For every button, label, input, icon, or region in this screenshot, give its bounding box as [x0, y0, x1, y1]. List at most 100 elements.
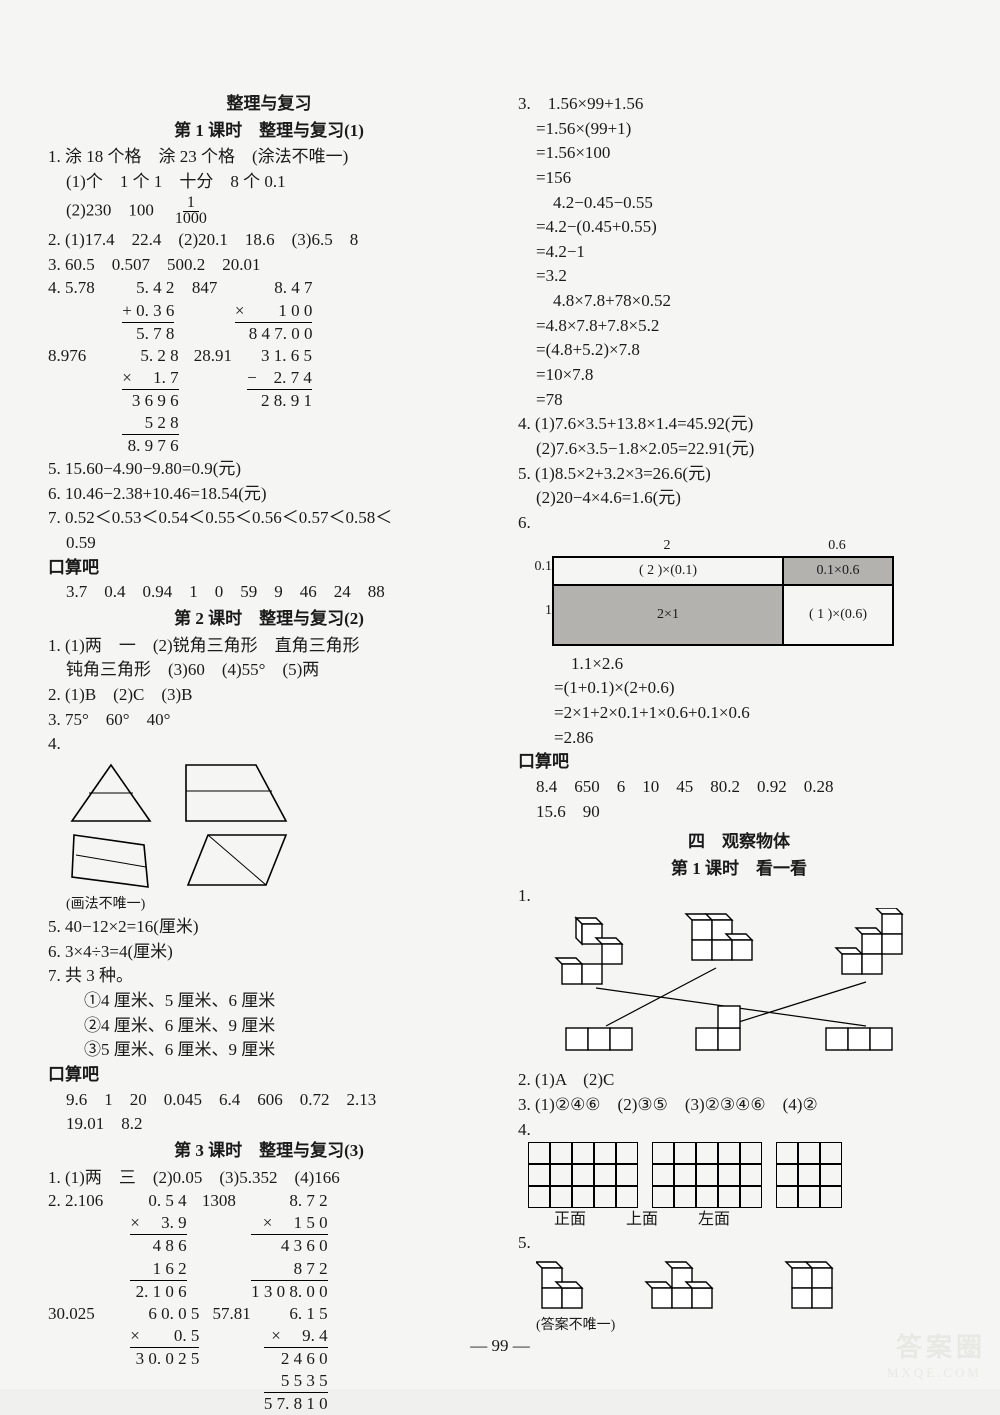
- l1-q2: 2. (1)17.4 22.4 (2)20.1 18.6 (3)6.5 8: [48, 228, 490, 253]
- grid-tl: ( 2 )×(0.1): [553, 557, 783, 585]
- grid-tr: 0.1×0.6: [783, 557, 893, 585]
- lesson1-title: 第 1 课时 整理与复习(1): [48, 119, 490, 144]
- r3-j: =(4.8+5.2)×7.8: [518, 338, 960, 363]
- calc6-b: × 1 5 0: [251, 1212, 328, 1234]
- r4-b: (2)7.6×3.5−1.8×2.05=22.91(元): [518, 437, 960, 462]
- l1-q5: 5. 15.60−4.90−9.80=0.9(元): [48, 457, 490, 482]
- r3-a: =1.56×(99+1): [518, 117, 960, 142]
- l1-q1b-pre: (2)230 100: [66, 200, 171, 219]
- l2-q7a: ①4 厘米、5 厘米、6 厘米: [48, 989, 490, 1014]
- l2-q1b: 钝角三角形 (3)60 (4)55° (5)两: [48, 658, 490, 683]
- sec4-title: 四 观察物体: [518, 830, 960, 855]
- s4-q5-cubes: [536, 1256, 960, 1316]
- grid-left: [776, 1142, 842, 1208]
- l2-q7c: ③5 厘米、6 厘米、9 厘米: [48, 1038, 490, 1063]
- l3-q2-row1: 2. 2.106 0. 5 4 × 3. 9 4 8 6 1 6 2 2. 1 …: [48, 1190, 490, 1302]
- l2-kousuan-vals2: 19.01 8.2: [48, 1112, 490, 1137]
- grid-row2: 2×1 ( 1 )×(0.6): [553, 585, 893, 645]
- l2-q5: 5. 40−12×2=16(厘米): [48, 915, 490, 940]
- calc6-e: 1 3 0 8. 0 0: [251, 1281, 328, 1303]
- l2-q6: 6. 3×4÷3=4(厘米): [48, 940, 490, 965]
- r3-d: 4.2−0.45−0.55: [518, 191, 960, 216]
- cube-diagram: [536, 908, 960, 1068]
- calc4-label: 28.91: [189, 345, 237, 367]
- fraction-num: 1: [183, 194, 199, 212]
- l1-q4-row2: 8.976 5. 2 8 × 1. 7 3 6 9 6 5 2 8 8. 9 7…: [48, 345, 490, 457]
- grid-diagram-wrap: 0.1 1 2 0.6 ( 2 )×(0.1) 0.1×0.6 2×: [528, 536, 960, 646]
- s4-q4-labels: 正面 上面 左面: [554, 1208, 960, 1231]
- lbl-left: 左面: [698, 1208, 730, 1231]
- calc5-b: × 3. 9: [130, 1212, 186, 1234]
- page-number: — 99 —: [0, 1334, 1000, 1359]
- r3-h: 4.8×7.8+78×0.52: [518, 289, 960, 314]
- s4-q3: 3. (1)②④⑥ (2)③⑤ (3)②③④⑥ (4)②: [518, 1093, 960, 1118]
- l3-q1: 1. (1)两 三 (2)0.05 (3)5.352 (4)166: [48, 1166, 490, 1191]
- l1-kousuan-vals: 3.7 0.4 0.94 1 0 59 9 46 24 88: [48, 580, 490, 605]
- section-title: 整理与复习: [48, 92, 490, 117]
- l3-q2-label: 2. 2.106: [48, 1190, 120, 1212]
- calc3-a: 5. 2 8: [122, 345, 178, 367]
- r3-i: =4.8×7.8+7.8×5.2: [518, 314, 960, 339]
- l2-q4-shapes-row1: [66, 761, 490, 825]
- calc8-e: 5 7. 8 1 0: [264, 1393, 328, 1415]
- s4-q4: 4.: [518, 1118, 960, 1143]
- grid-row1: ( 2 )×(0.1) 0.1×0.6: [553, 557, 893, 585]
- grid-top-labels: 2 0.6: [552, 536, 894, 556]
- calc8-a: 6. 1 5: [264, 1303, 328, 1325]
- trapezoid-shape: [182, 761, 292, 825]
- lesson2-title: 第 2 课时 整理与复习(2): [48, 607, 490, 632]
- calc5-d: 1 6 2: [130, 1258, 186, 1280]
- l1-q1b: (2)230 100 11000: [48, 195, 490, 229]
- calc1-a: 5. 4 2: [122, 277, 174, 299]
- calc6-d: 8 7 2: [251, 1258, 328, 1280]
- calc5-a: 0. 5 4: [130, 1190, 186, 1212]
- r3-b: =1.56×100: [518, 141, 960, 166]
- l2-q2: 2. (1)B (2)C (3)B: [48, 683, 490, 708]
- r6b-a: 1.1×2.6: [518, 652, 960, 677]
- calc6-c: 4 3 6 0: [251, 1235, 328, 1257]
- calc3-b: × 1. 7: [122, 367, 178, 389]
- calc8-label: 57.81: [210, 1303, 254, 1325]
- r6b-d: =2.86: [518, 726, 960, 751]
- l1-q3: 3. 60.5 0.507 500.2 20.01: [48, 253, 490, 278]
- r6b-b: =(1+0.1)×(2+0.6): [518, 676, 960, 701]
- calc3: 5. 2 8 × 1. 7 3 6 9 6 5 2 8 8. 9 7 6: [122, 345, 178, 457]
- calc4-b: − 2. 7 4: [247, 367, 312, 389]
- calc2-label: 847: [185, 277, 225, 299]
- s4-q4-grids: [528, 1142, 960, 1208]
- grid-w2: 0.6: [782, 536, 892, 556]
- r-kousuan-vals1: 8.4 650 6 10 45 80.2 0.92 0.28: [518, 775, 960, 800]
- l1-q4b-label: 8.976: [48, 345, 112, 367]
- l2-q4-note: (画法不唯一): [48, 895, 490, 915]
- grid-diagram: 2 0.6 ( 2 )×(0.1) 0.1×0.6 2×1 ( 1 )×(0.6…: [552, 536, 894, 646]
- l1-q7a: 7. 0.52＜0.53＜0.54＜0.55＜0.56＜0.57＜0.58＜: [48, 506, 490, 531]
- calc2: 8. 4 7 × 1 0 0 8 4 7. 0 0: [235, 277, 313, 344]
- calc2-b: × 1 0 0: [235, 300, 313, 322]
- calc6: 8. 7 2 × 1 5 0 4 3 6 0 8 7 2 1 3 0 8. 0 …: [251, 1190, 328, 1302]
- grid-w1: 2: [552, 536, 782, 556]
- l1-q7b: 0.59: [48, 531, 490, 556]
- calc4-a: 3 1. 6 5: [247, 345, 312, 367]
- l1-kousuan: 口算吧: [48, 556, 490, 581]
- l2-kousuan-vals1: 9.6 1 20 0.045 6.4 606 0.72 2.13: [48, 1088, 490, 1113]
- l2-q3: 3. 75° 60° 40°: [48, 708, 490, 733]
- grid-h2: 1: [528, 582, 552, 642]
- r3-head: 3. 1.56×99+1.56: [518, 92, 960, 117]
- l1-q4-row1: 4. 5.78 5. 4 2 + 0. 3 6 5. 7 8 847 8. 4 …: [48, 277, 490, 344]
- calc6-a: 8. 7 2: [251, 1190, 328, 1212]
- calc3-e: 8. 9 7 6: [122, 435, 178, 457]
- r3-g: =3.2: [518, 264, 960, 289]
- r6: 6.: [518, 511, 960, 536]
- r5-a: 5. (1)8.5×2+3.2×3=26.6(元): [518, 462, 960, 487]
- watermark: 答案圈: [896, 1329, 986, 1367]
- s4-q5-note: (答案不唯一): [518, 1316, 960, 1336]
- r3-l: =78: [518, 388, 960, 413]
- quad-shape-1: [66, 829, 156, 891]
- r4-a: 4. (1)7.6×3.5+13.8×1.4=45.92(元): [518, 412, 960, 437]
- l1-q1a: (1)个 1 个 1 十分 8 个 0.1: [48, 170, 490, 195]
- l2-q4: 4.: [48, 732, 490, 757]
- calc7-label: 30.025: [48, 1303, 120, 1325]
- calc4: 3 1. 6 5 − 2. 7 4 2 8. 9 1: [247, 345, 312, 412]
- calc1: 5. 4 2 + 0. 3 6 5. 7 8: [122, 277, 174, 344]
- calc6-label: 1308: [197, 1190, 241, 1212]
